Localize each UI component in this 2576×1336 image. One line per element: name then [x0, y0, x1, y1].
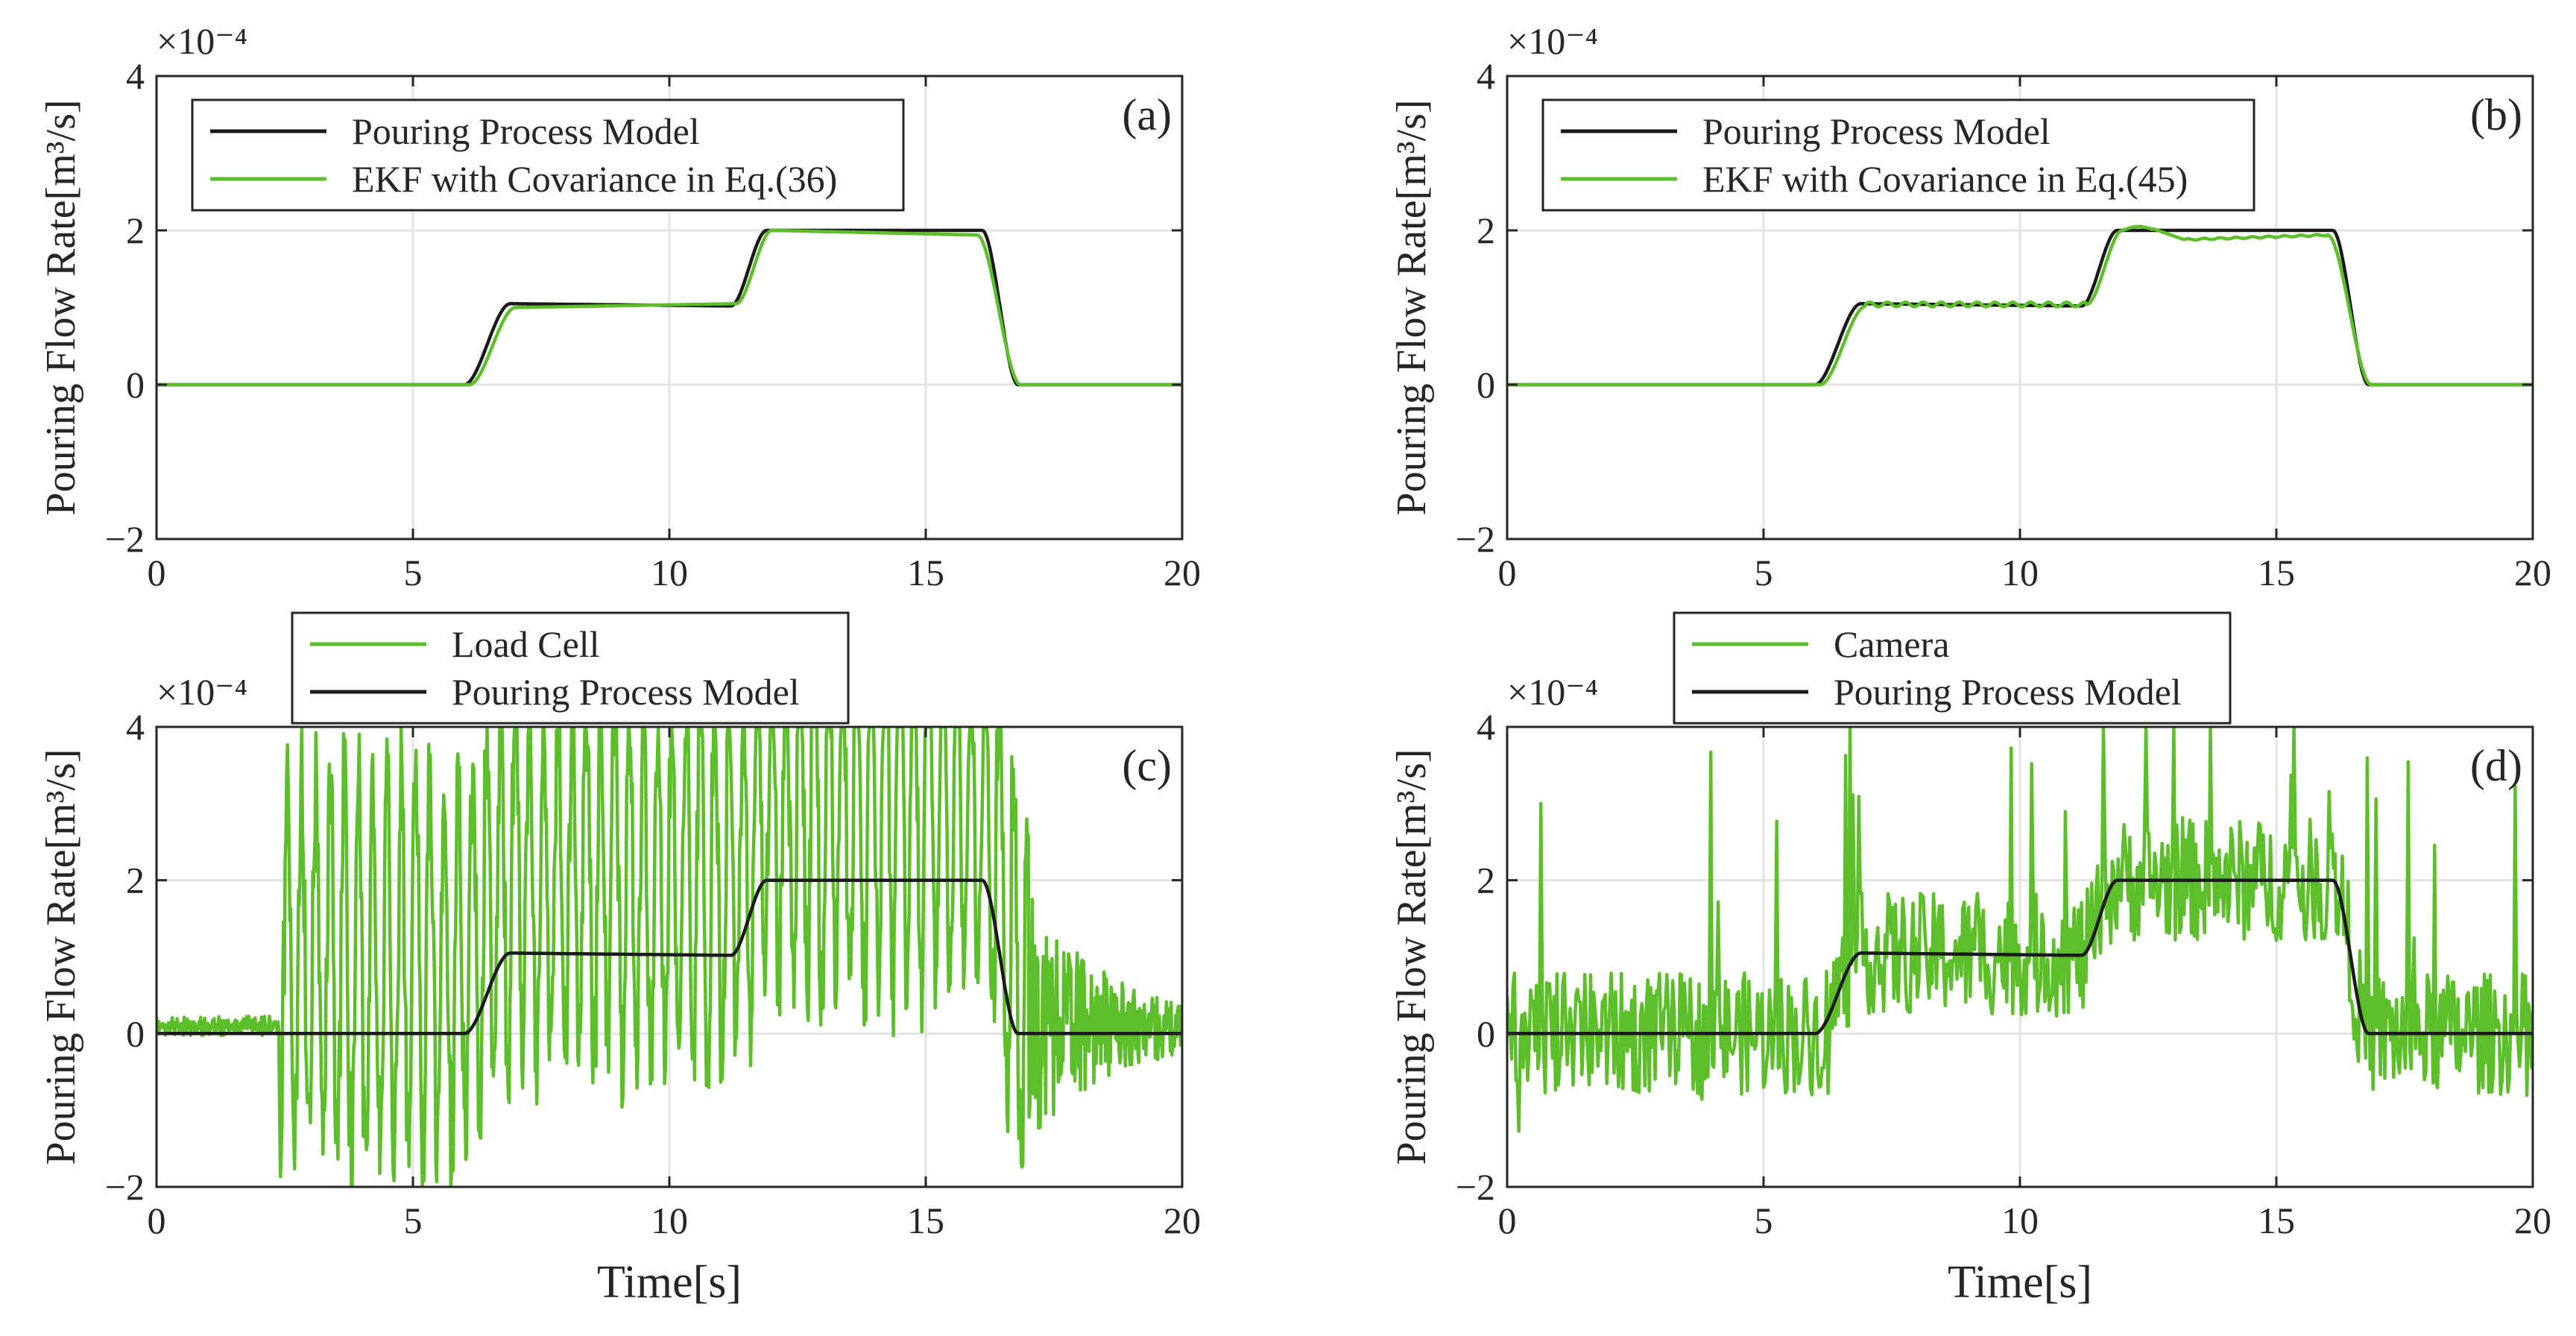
y-axis-label: Pouring Flow Rate[m³/s] — [1389, 749, 1435, 1165]
legend-box — [1673, 611, 2232, 725]
x-tick-label: 0 — [1498, 1200, 1517, 1241]
panel-label: (c) — [1122, 741, 1172, 790]
legend-entry-label: Pouring Process Model — [452, 671, 800, 713]
x-tick-label: 10 — [2001, 552, 2039, 593]
y-multiplier: ×10⁻⁴ — [157, 20, 247, 62]
x-tick-label: 15 — [907, 1200, 944, 1241]
y-tick-label: −2 — [105, 1166, 145, 1208]
x-tick-label: 5 — [1755, 1200, 1773, 1241]
x-tick-label: 10 — [651, 552, 688, 593]
x-tick-label: 15 — [2258, 1200, 2295, 1241]
legend-box — [1541, 98, 2255, 212]
x-axis-label: Time[s] — [597, 1257, 742, 1308]
legend-entry-label: Pouring Process Model — [352, 110, 700, 152]
y-multiplier: ×10⁻⁴ — [1507, 20, 1598, 62]
legend-entry-label: EKF with Covariance in Eq.(45) — [1702, 158, 2188, 200]
x-tick-label: 20 — [2514, 552, 2551, 593]
y-tick-label: 4 — [1477, 55, 1495, 97]
panel-label: (b) — [2470, 90, 2522, 139]
x-tick-label: 5 — [404, 1200, 423, 1241]
y-tick-label: 2 — [126, 860, 145, 901]
y-axis-label: Pouring Flow Rate[m³/s] — [38, 99, 84, 515]
y-multiplier: ×10⁻⁴ — [157, 671, 247, 713]
x-tick-label: 10 — [651, 1200, 688, 1241]
legend-box — [191, 98, 905, 212]
x-tick-label: 10 — [2001, 1200, 2039, 1241]
x-tick-label: 20 — [1164, 1200, 1201, 1241]
y-tick-label: −2 — [1456, 518, 1495, 560]
legend-entry-label: Pouring Process Model — [1834, 671, 2182, 713]
series-line-model — [1507, 878, 2533, 1036]
x-tick-label: 0 — [148, 552, 166, 593]
y-tick-label: −2 — [1456, 1166, 1495, 1208]
y-axis-label: Pouring Flow Rate[m³/s] — [1389, 99, 1435, 515]
y-tick-label: 4 — [126, 55, 145, 97]
y-axis-label: Pouring Flow Rate[m³/s] — [38, 749, 84, 1165]
panel-label: (a) — [1122, 90, 1172, 139]
y-tick-label: −2 — [105, 518, 145, 560]
y-tick-label: 2 — [1477, 860, 1495, 901]
y-tick-label: 0 — [1477, 364, 1495, 406]
x-tick-label: 20 — [2514, 1200, 2551, 1241]
legend-box — [291, 611, 850, 725]
x-tick-label: 15 — [2258, 552, 2295, 593]
x-tick-label: 5 — [404, 552, 423, 593]
legend-entry-label: Load Cell — [452, 623, 600, 665]
x-tick-label: 15 — [907, 552, 944, 593]
legend-entry-label: Pouring Process Model — [1702, 110, 2051, 152]
legend-entry-label: EKF with Covariance in Eq.(36) — [352, 158, 837, 200]
panel-label: (d) — [2470, 741, 2522, 790]
y-tick-label: 2 — [126, 209, 145, 251]
x-tick-label: 0 — [148, 1200, 166, 1241]
y-tick-label: 0 — [126, 1012, 145, 1054]
legend-entry-label: Camera — [1834, 623, 1949, 665]
y-tick-label: 2 — [1477, 209, 1495, 251]
series-line-ekf36 — [157, 228, 1182, 387]
series-line-loadcell — [157, 727, 1182, 1187]
x-tick-label: 20 — [1164, 552, 1201, 593]
series-line-ekf45 — [1507, 224, 2533, 387]
x-axis-label: Time[s] — [1948, 1257, 2092, 1308]
y-tick-label: 0 — [1477, 1012, 1495, 1054]
y-tick-label: 0 — [126, 364, 145, 406]
y-multiplier: ×10⁻⁴ — [1507, 671, 1598, 713]
x-tick-label: 0 — [1498, 552, 1517, 593]
series-line-model — [157, 878, 1182, 1036]
y-tick-label: 4 — [126, 706, 145, 748]
series-line-camera — [1507, 727, 2533, 1133]
x-tick-label: 5 — [1755, 552, 1773, 593]
y-tick-label: 4 — [1477, 706, 1495, 748]
